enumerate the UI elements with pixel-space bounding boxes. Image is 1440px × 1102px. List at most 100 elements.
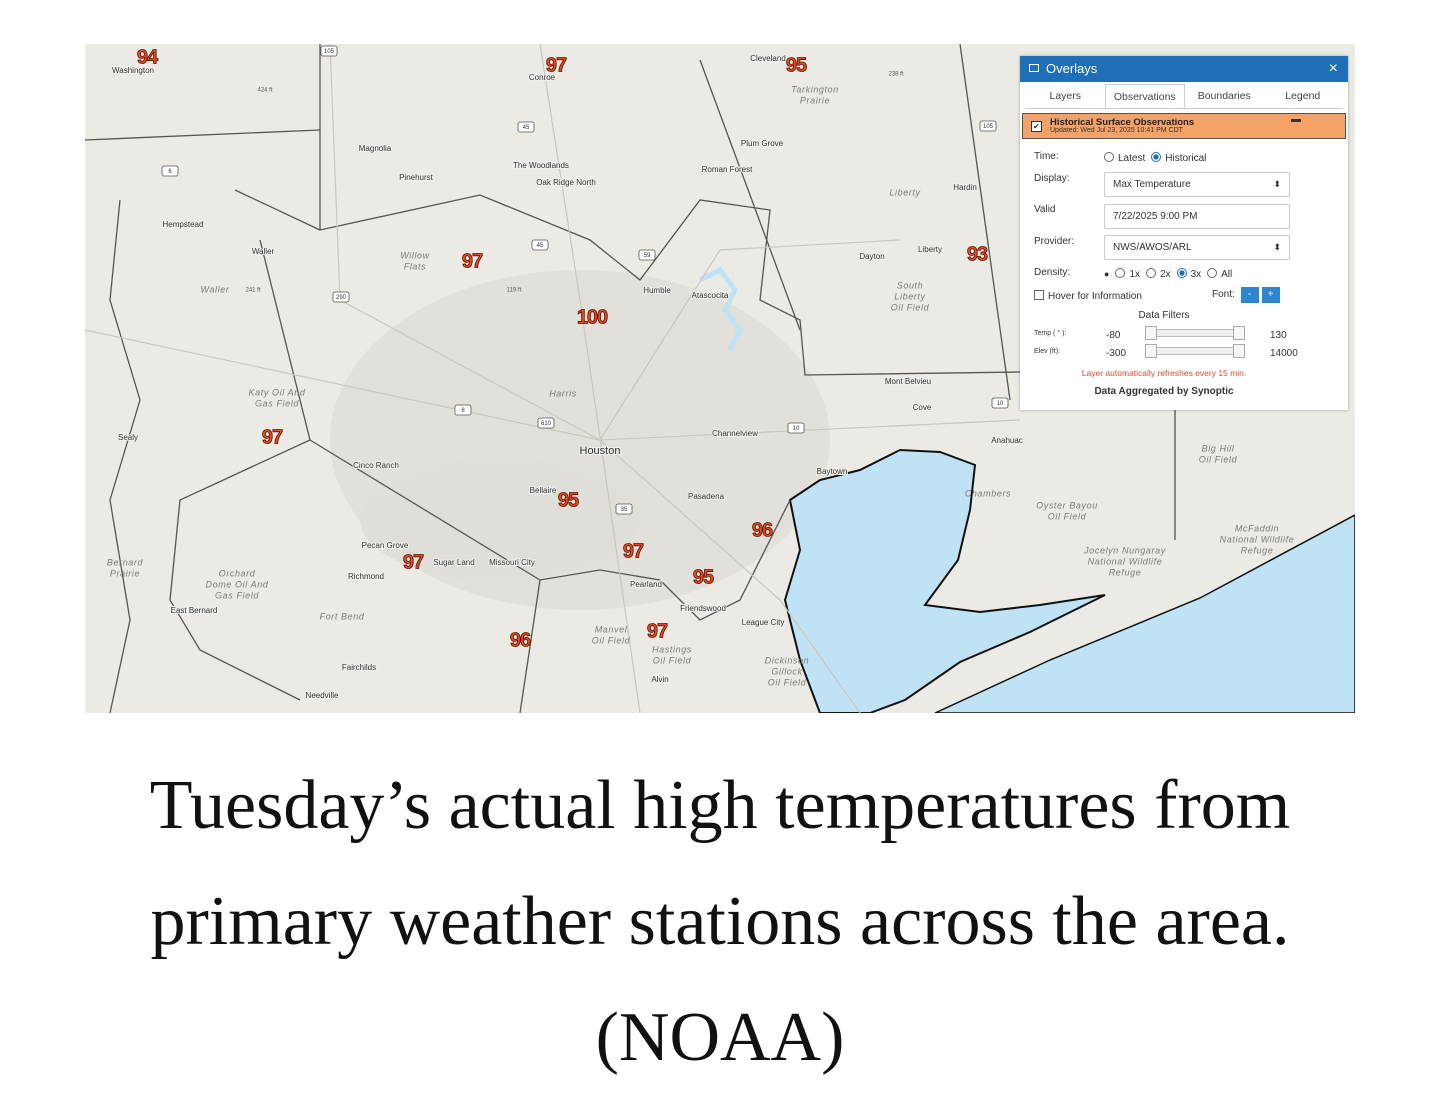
feature-label: Refuge — [1241, 545, 1274, 555]
radio[interactable] — [1146, 268, 1156, 278]
place-label: Missouri City — [489, 558, 535, 567]
highway-number: 105 — [324, 49, 335, 55]
feature-label: Oyster Bayou — [1036, 500, 1098, 510]
highway-number: 45 — [537, 243, 544, 249]
place-label: Hempstead — [163, 220, 204, 229]
density-options: ● 1x 2x 3x All — [1104, 268, 1233, 280]
feature-label: Dickinson — [765, 655, 809, 665]
highway-number: 59 — [644, 253, 651, 259]
tab[interactable]: Observations — [1104, 84, 1185, 108]
highway-number: 8 — [461, 408, 465, 414]
temp-min: -80 — [1106, 330, 1121, 341]
select-value: Max Temperature — [1113, 179, 1191, 190]
minimize[interactable]: ▬ — [1291, 114, 1301, 125]
temp-slider[interactable] — [1145, 326, 1245, 340]
time-label: Time: — [1034, 151, 1059, 162]
elev-slider[interactable] — [1145, 344, 1245, 358]
checkbox[interactable] — [1034, 290, 1044, 300]
elev-min: -300 — [1106, 348, 1127, 359]
font-button[interactable]: - — [1240, 287, 1259, 303]
highway-number: 610 — [541, 421, 552, 427]
option: 1x — [1129, 269, 1140, 280]
temperature-observation: 95 — [786, 54, 807, 76]
temperature-observation: 97 — [262, 426, 283, 448]
highway-shield — [332, 291, 350, 303]
refresh-note: Layer automatically refreshes every 15 m… — [1081, 368, 1247, 378]
temp-label: Temp ( ° ): — [1034, 330, 1067, 337]
highway-number: 35 — [621, 507, 628, 513]
highway-shield — [517, 121, 535, 133]
highway-shield — [615, 503, 633, 515]
place-label: Channelview — [712, 429, 758, 438]
radio[interactable] — [1207, 268, 1218, 278]
layer-checkbox[interactable]: ✔ — [1031, 121, 1042, 132]
place-label: Pecan Grove — [362, 541, 409, 550]
layer-name: Historical Surface Observations — [1050, 117, 1195, 128]
hover-row: Hover for Information — [1034, 290, 1142, 302]
tab[interactable]: Layers — [1049, 90, 1081, 102]
tab[interactable]: Boundaries — [1197, 90, 1251, 102]
radio[interactable] — [1104, 152, 1114, 162]
feature-label: Willow — [400, 250, 430, 260]
place-label: Hardin — [953, 183, 977, 192]
elevation-label: 241 ft — [245, 288, 260, 294]
place-label: Sealy — [118, 433, 138, 442]
input-value: 7/22/2025 9:00 PM — [1113, 211, 1198, 222]
place-label: League City — [742, 618, 785, 627]
place-label: Baytown — [817, 467, 848, 476]
credit: Data Aggregated by Synoptic — [1094, 386, 1234, 397]
highway-shield — [531, 239, 549, 251]
feature-label: Flats — [404, 261, 427, 271]
feature-label: Harris — [549, 388, 577, 398]
valid-input[interactable]: 7/22/2025 9:00 PM — [1104, 204, 1290, 229]
hover-label: Hover for Information — [1048, 291, 1142, 302]
tabs: Layers Observations Boundaries Legend — [1026, 84, 1342, 109]
feature-label: Bernard — [107, 557, 144, 567]
font-button[interactable]: + — [1261, 287, 1280, 303]
feature-label: Gillock — [771, 666, 802, 676]
display-label: Display: — [1034, 173, 1070, 184]
feature-label: Orchard — [219, 568, 256, 578]
place-label: East Bernard — [171, 606, 218, 615]
radio[interactable] — [1115, 268, 1126, 278]
font-row: Font: - + — [1212, 287, 1280, 303]
highway-shield — [638, 249, 656, 261]
feature-label: Prairie — [800, 95, 830, 105]
place-label: Mont Belvieu — [885, 377, 931, 386]
time-options: Latest Historical — [1098, 152, 1206, 164]
place-label: Anahuac — [991, 436, 1023, 445]
highway-shield — [991, 397, 1009, 409]
feature-label: Prairie — [110, 568, 140, 578]
feature-label: Liberty — [889, 187, 920, 197]
radio[interactable] — [1176, 268, 1187, 278]
elevation-label: 119 ft — [507, 288, 522, 294]
elev-max: 14000 — [1270, 348, 1298, 359]
option: Latest — [1118, 153, 1146, 164]
highway-number: 45 — [523, 125, 530, 131]
temperature-observation: 100 — [577, 306, 608, 328]
display-select[interactable]: Max Temperature ⬍ — [1104, 172, 1290, 197]
place-label: Waller — [252, 247, 275, 256]
feature-label: Fort Bend — [320, 611, 365, 621]
feature-label: Hastings — [652, 644, 692, 654]
place-label: Humble — [643, 286, 671, 295]
close-button[interactable]: × — [1328, 60, 1338, 77]
feature-label: South — [897, 280, 924, 290]
panel-header: Overlays × — [1020, 56, 1348, 82]
feature-label: McFaddin — [1235, 523, 1279, 533]
temperature-observation: 97 — [647, 620, 668, 642]
feature-label: Gas Field — [255, 398, 299, 408]
elev-label: Elev (ft): — [1034, 348, 1061, 355]
highway-shield — [161, 165, 179, 177]
provider-select[interactable]: NWS/AWOS/ARL ⬍ — [1104, 235, 1290, 260]
filters-title: Data Filters — [1138, 310, 1190, 321]
place-label: Pasadena — [688, 492, 725, 501]
radio[interactable] — [1151, 152, 1162, 162]
highway-number: 290 — [336, 295, 347, 301]
place-label: Washington — [112, 66, 154, 75]
tab[interactable]: Legend — [1285, 90, 1321, 102]
highway-number: 105 — [983, 124, 994, 130]
feature-label: Tarkington — [791, 84, 839, 94]
feature-label: National Wildlife — [1220, 534, 1295, 544]
